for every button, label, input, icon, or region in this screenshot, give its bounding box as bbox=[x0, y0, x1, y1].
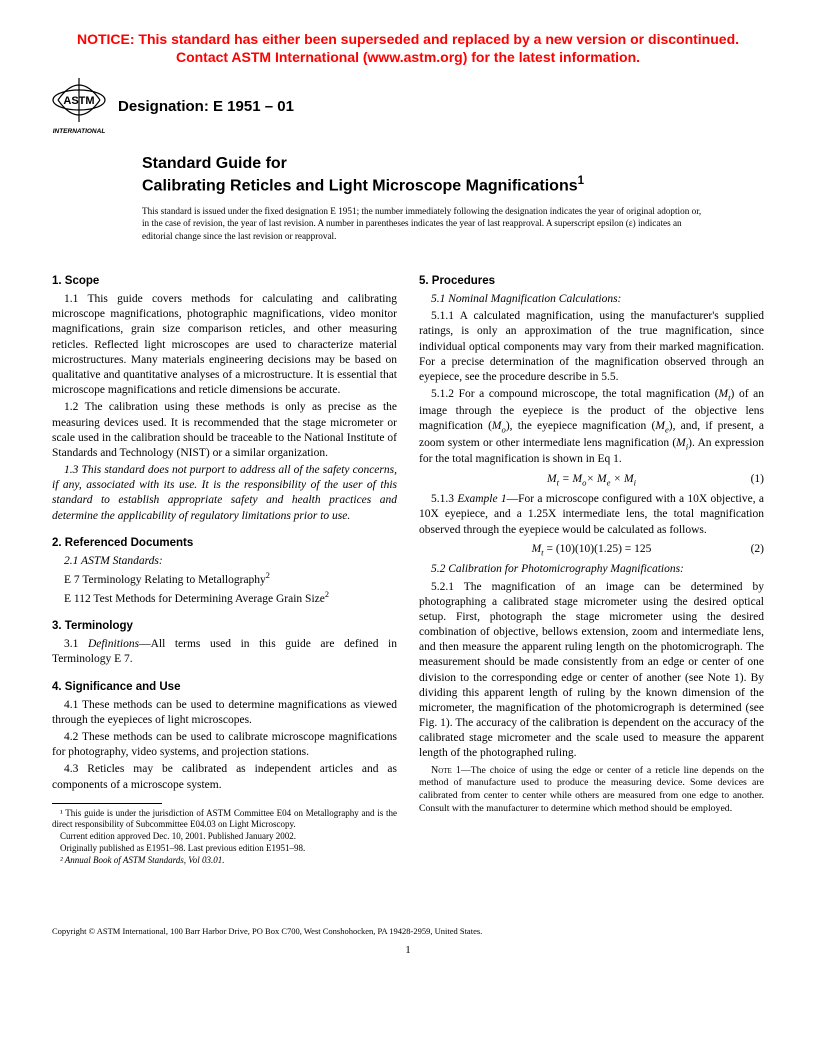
sec3-p1: 3.1 Definitions—All terms used in this g… bbox=[52, 637, 397, 667]
sec4-p1: 4.1 These methods can be used to determi… bbox=[52, 698, 397, 728]
column-left: 1. Scope 1.1 This guide covers methods f… bbox=[52, 262, 397, 866]
astm-logo: ASTM INTERNATIONAL bbox=[52, 76, 106, 136]
eq2-body: Mt bbox=[532, 543, 544, 555]
sec3-p1b: Definitions bbox=[88, 638, 139, 650]
svg-text:INTERNATIONAL: INTERNATIONAL bbox=[53, 128, 106, 135]
footnote-2-text: ² Annual Book of ASTM Standards, Vol 03.… bbox=[60, 855, 225, 865]
svg-text:ASTM: ASTM bbox=[63, 95, 94, 107]
title-super: 1 bbox=[578, 175, 584, 187]
sec1-p3: 1.3 This standard does not purport to ad… bbox=[52, 463, 397, 524]
copyright: Copyright © ASTM International, 100 Barr… bbox=[52, 926, 764, 936]
p513b: Example 1 bbox=[457, 493, 506, 505]
designation: Designation: E 1951 – 01 bbox=[118, 98, 294, 115]
p512c: ), the eyepiece magnification ( bbox=[506, 420, 656, 432]
sec4-p2: 4.2 These methods can be used to calibra… bbox=[52, 730, 397, 760]
sec3-head: 3. Terminology bbox=[52, 619, 397, 634]
title-main-text: Calibrating Reticles and Light Microscop… bbox=[142, 178, 578, 195]
eq1-body: Mt = Mo× Me × Mi bbox=[547, 473, 636, 485]
sec2-head: 2. Referenced Documents bbox=[52, 536, 397, 551]
sec2-ref1-text: E 7 Terminology Relating to Metallograph… bbox=[64, 574, 266, 586]
sec2-p1: 2.1 ASTM Standards: bbox=[52, 554, 397, 569]
column-right: 5. Procedures 5.1 Nominal Magnification … bbox=[419, 262, 764, 866]
sec5-p51-text: 5.1 Nominal Magnification Calculations: bbox=[431, 293, 621, 305]
p513a: 5.1.3 bbox=[431, 493, 457, 505]
page-number: 1 bbox=[52, 944, 764, 956]
title-main: Calibrating Reticles and Light Microscop… bbox=[142, 174, 764, 196]
issuance-note: This standard is issued under the fixed … bbox=[142, 205, 702, 242]
sec5-p521: 5.2.1 The magnification of an image can … bbox=[419, 580, 764, 762]
sec5-head: 5. Procedures bbox=[419, 274, 764, 289]
sec5-p512: 5.1.2 For a compound microscope, the tot… bbox=[419, 387, 764, 467]
note-1-head: Note 1 bbox=[431, 765, 461, 776]
sec1-head: 1. Scope bbox=[52, 274, 397, 289]
sec5-p51: 5.1 Nominal Magnification Calculations: bbox=[419, 292, 764, 307]
footnote-1: ¹ This guide is under the jurisdiction o… bbox=[52, 808, 397, 831]
footnotes: ¹ This guide is under the jurisdiction o… bbox=[52, 808, 397, 866]
title-prefix: Standard Guide for bbox=[142, 154, 764, 174]
sec5-p52: 5.2 Calibration for Photomicrography Mag… bbox=[419, 562, 764, 577]
eq2-number: (2) bbox=[751, 542, 764, 557]
sec5-p52-text: 5.2 Calibration for Photomicrography Mag… bbox=[431, 563, 684, 575]
sec4-p3: 4.3 Reticles may be calibrated as indepe… bbox=[52, 762, 397, 792]
footnote-rule bbox=[52, 803, 162, 804]
sec2-ref1: E 7 Terminology Relating to Metallograph… bbox=[64, 571, 397, 588]
equation-2: Mt = (10)(10)(1.25) = 125 (2) bbox=[419, 542, 764, 559]
footnote-1c: Originally published as E1951–98. Last p… bbox=[52, 843, 397, 855]
sec2-ref2-text: E 112 Test Methods for Determining Avera… bbox=[64, 593, 325, 605]
sec5-p513: 5.1.3 Example 1—For a microscope configu… bbox=[419, 492, 764, 538]
body-columns: 1. Scope 1.1 This guide covers methods f… bbox=[52, 262, 764, 866]
notice-banner: NOTICE: This standard has either been su… bbox=[52, 30, 764, 66]
sec5-p511: 5.1.1 A calculated magnification, using … bbox=[419, 309, 764, 385]
note-1-body: —The choice of using the edge or center … bbox=[419, 765, 764, 814]
footnote-2: ² Annual Book of ASTM Standards, Vol 03.… bbox=[52, 855, 397, 867]
footnote-1b: Current edition approved Dec. 10, 2001. … bbox=[52, 831, 397, 843]
equation-1: Mt = Mo× Me × Mi (1) bbox=[419, 472, 764, 489]
sec1-p2: 1.2 The calibration using these methods … bbox=[52, 400, 397, 461]
notice-line1: NOTICE: This standard has either been su… bbox=[52, 30, 764, 48]
page: NOTICE: This standard has either been su… bbox=[0, 0, 816, 986]
header-row: ASTM INTERNATIONAL Designation: E 1951 –… bbox=[52, 76, 764, 136]
title-block: Standard Guide for Calibrating Reticles … bbox=[142, 154, 764, 196]
sec2-ref2: E 112 Test Methods for Determining Avera… bbox=[64, 590, 397, 607]
eq1-number: (1) bbox=[751, 472, 764, 487]
sec2-p1-text: 2.1 ASTM Standards: bbox=[64, 555, 163, 567]
sec1-p1: 1.1 This guide covers methods for calcul… bbox=[52, 292, 397, 398]
note-1: Note 1—The choice of using the edge or c… bbox=[419, 764, 764, 816]
sec3-p1a: 3.1 bbox=[64, 638, 88, 650]
p512a: 5.1.2 For a compound microscope, the tot… bbox=[431, 388, 719, 400]
sec4-head: 4. Significance and Use bbox=[52, 680, 397, 695]
notice-line2: Contact ASTM International (www.astm.org… bbox=[52, 48, 764, 66]
